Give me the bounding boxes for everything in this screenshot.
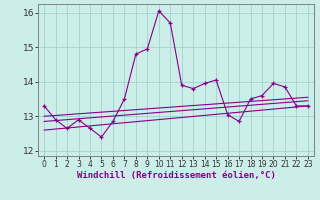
X-axis label: Windchill (Refroidissement éolien,°C): Windchill (Refroidissement éolien,°C) bbox=[76, 171, 276, 180]
